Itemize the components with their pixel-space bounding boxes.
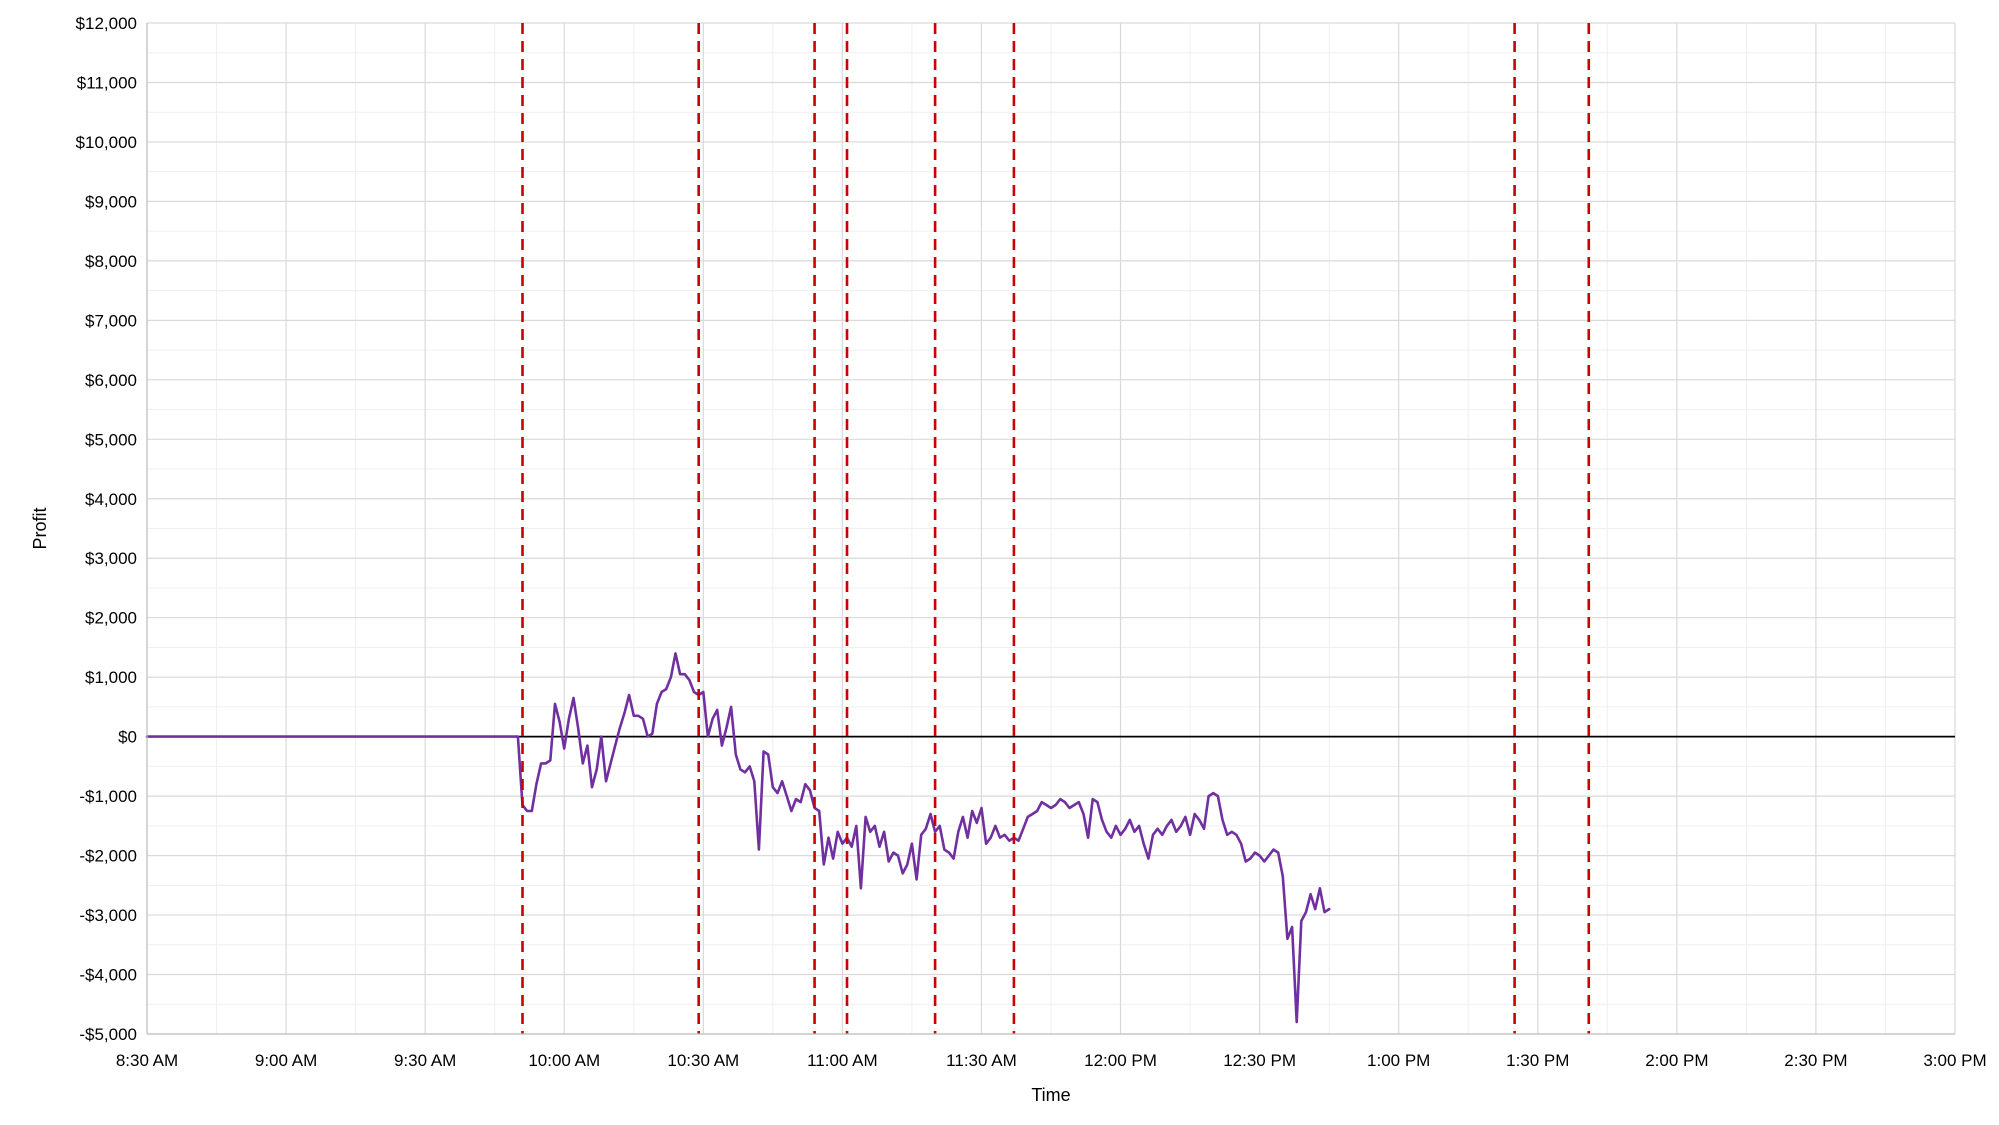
y-tick-label: $2,000: [85, 609, 137, 628]
x-axis-title: Time: [1031, 1085, 1070, 1105]
y-tick-label: $6,000: [85, 371, 137, 390]
x-tick-label: 11:00 AM: [807, 1051, 878, 1070]
y-tick-labels: -$5,000 -$4,000 -$3,000 -$2,000 -$1,000 $0 $1,…: [76, 14, 137, 1044]
x-tick-label: 8:30 AM: [116, 1051, 178, 1070]
x-tick-label: 1:00 PM: [1367, 1051, 1430, 1070]
x-tick-label: 1:30 PM: [1506, 1051, 1569, 1070]
x-tick-label: 10:30 AM: [667, 1051, 739, 1070]
y-tick-label: $11,000: [77, 73, 137, 92]
y-axis-title: Profit: [30, 507, 50, 549]
axis-lines: [146, 23, 1955, 1035]
y-tick-label: $0: [118, 728, 137, 747]
y-tick-label: $8,000: [85, 252, 137, 271]
y-tick-label: $12,000: [76, 14, 137, 33]
x-tick-label: 2:00 PM: [1645, 1051, 1708, 1070]
y-tick-label: $9,000: [85, 192, 137, 211]
minor-gridlines: [147, 23, 1955, 1034]
y-tick-label: -$1,000: [79, 787, 137, 806]
vertical-marker-layer: [521, 23, 1591, 1034]
x-tick-label: 12:30 PM: [1223, 1051, 1296, 1070]
x-tick-labels: 8:30 AM 9:00 AM 9:30 AM 10:00 AM 10:30 AM 11:…: [116, 1051, 1987, 1070]
y-tick-label: -$4,000: [79, 966, 137, 985]
y-tick-label: $7,000: [85, 311, 137, 330]
y-tick-label: $5,000: [85, 430, 137, 449]
x-tick-label: 10:00 AM: [528, 1051, 600, 1070]
y-tick-label: -$2,000: [79, 847, 137, 866]
y-tick-label: $4,000: [85, 490, 137, 509]
x-tick-label: 2:30 PM: [1784, 1051, 1847, 1070]
x-tick-label: 9:30 AM: [394, 1051, 456, 1070]
x-tick-label: 12:00 PM: [1084, 1051, 1157, 1070]
y-tick-label: $3,000: [85, 549, 137, 568]
x-tick-label: 11:30 AM: [946, 1051, 1017, 1070]
x-tick-label: 3:00 PM: [1923, 1051, 1986, 1070]
x-tick-label: 9:00 AM: [255, 1051, 317, 1070]
profit-series-line: [145, 652, 1331, 1024]
y-tick-label: -$3,000: [79, 906, 137, 925]
y-tick-label: $10,000: [76, 133, 137, 152]
y-tick-label: -$5,000: [79, 1025, 137, 1044]
y-tick-label: $1,000: [85, 668, 137, 687]
series-layer: [145, 652, 1331, 1024]
